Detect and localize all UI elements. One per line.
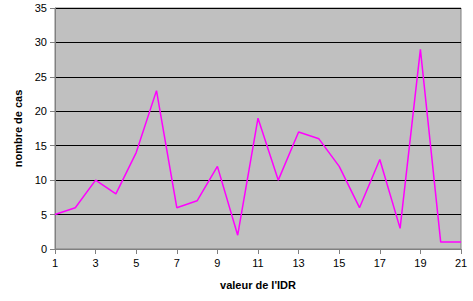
svg-text:20: 20 <box>35 105 47 117</box>
svg-text:35: 35 <box>35 2 47 14</box>
svg-text:17: 17 <box>374 257 386 269</box>
svg-text:19: 19 <box>414 257 426 269</box>
svg-text:valeur de l'IDR: valeur de l'IDR <box>220 279 296 291</box>
svg-text:15: 15 <box>35 140 47 152</box>
svg-text:30: 30 <box>35 36 47 48</box>
svg-text:15: 15 <box>333 257 345 269</box>
svg-text:nombre de cas: nombre de cas <box>12 90 24 168</box>
svg-text:7: 7 <box>174 257 180 269</box>
svg-text:13: 13 <box>292 257 304 269</box>
svg-text:21: 21 <box>455 257 467 269</box>
svg-text:3: 3 <box>93 257 99 269</box>
svg-text:11: 11 <box>252 257 263 269</box>
svg-text:25: 25 <box>35 71 47 83</box>
svg-text:0: 0 <box>41 243 47 255</box>
svg-text:9: 9 <box>214 257 220 269</box>
svg-text:5: 5 <box>133 257 139 269</box>
svg-text:1: 1 <box>52 257 58 269</box>
svg-text:10: 10 <box>35 174 47 186</box>
svg-text:5: 5 <box>41 209 47 221</box>
